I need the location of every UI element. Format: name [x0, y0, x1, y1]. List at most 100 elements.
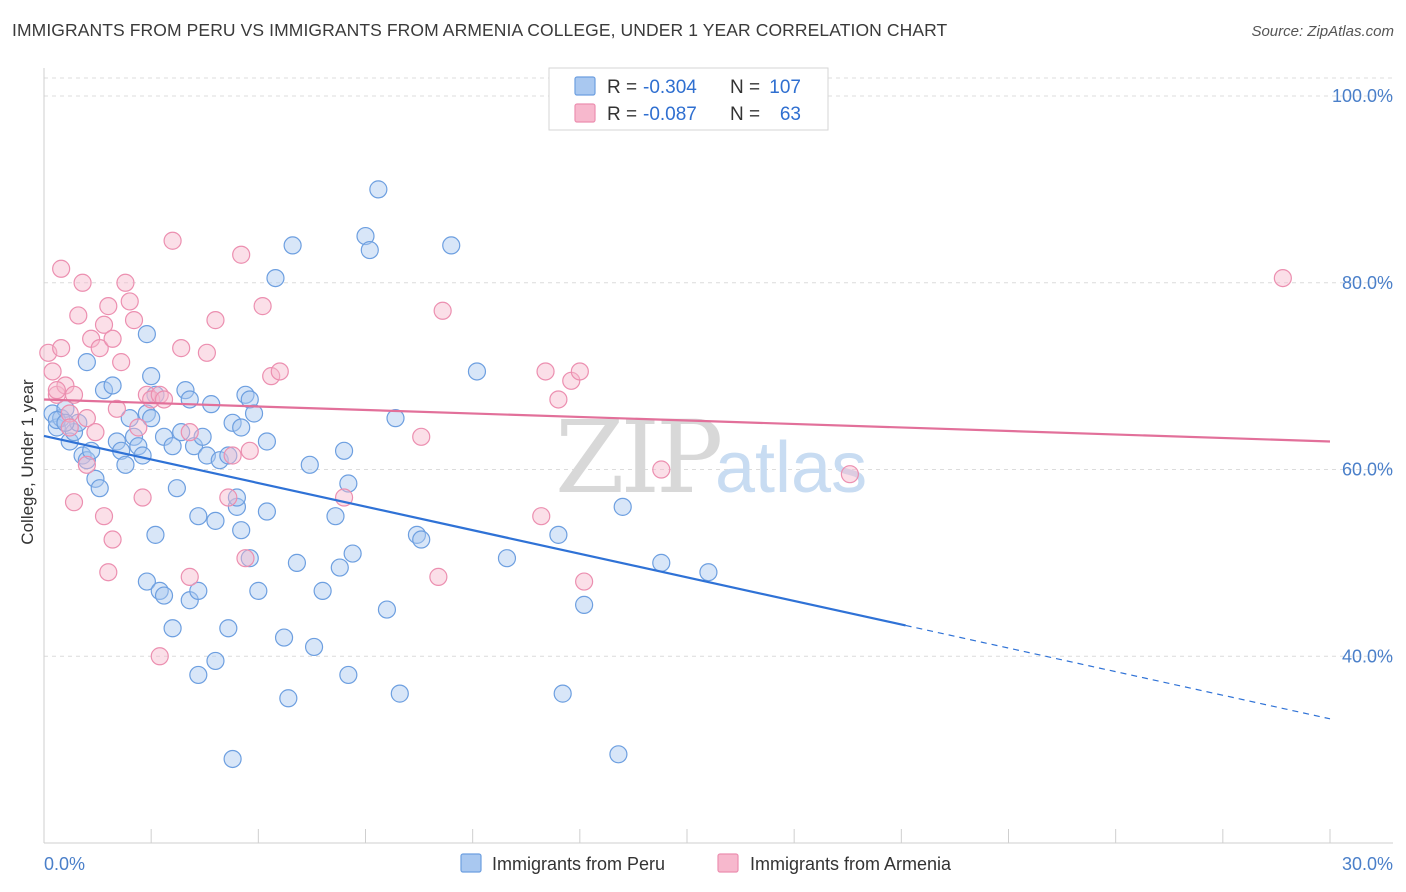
watermark: ZIP atlas: [555, 399, 867, 516]
peru-point-47: [240, 390, 259, 409]
watermark-atlas: atlas: [715, 428, 867, 508]
armenia-point-9: [73, 273, 92, 292]
peru-point-60: [206, 651, 225, 671]
y-tick-label-80: 80.0%: [1342, 273, 1393, 293]
bottom-legend-label-peru: Immigrants from Peru: [492, 854, 665, 874]
peru-point-83: [390, 684, 409, 703]
bottom-legend-swatch-armenia: [717, 853, 739, 873]
peru-point-69: [300, 455, 319, 474]
legend-r-label-armenia: R =: [607, 104, 642, 125]
peru-point-10: [77, 451, 96, 470]
armenia-point-43: [94, 507, 114, 526]
armenia-point-31: [180, 423, 199, 442]
armenia-point-55: [549, 390, 568, 409]
x-tick-label-max: 30.0%: [1342, 854, 1393, 874]
armenia-point-18: [107, 399, 126, 418]
chart-source: Source: ZipAtlas.com: [1251, 23, 1394, 40]
armenia-point-46: [150, 647, 169, 666]
peru-point-55: [154, 586, 174, 605]
peru-point-27: [142, 367, 161, 386]
armenia-point-38: [253, 297, 272, 316]
peru-point-12: [86, 469, 105, 488]
peru-point-72: [326, 507, 345, 526]
y-tick-label-40: 40.0%: [1342, 646, 1393, 666]
legend-swatch-peru: [574, 76, 596, 96]
legend-n-label-peru: N =: [730, 77, 765, 98]
armenia-point-51: [429, 567, 448, 586]
peru-point-40: [206, 511, 225, 530]
armenia-point-40: [270, 362, 289, 381]
peru-point-90: [553, 684, 572, 703]
trend-line-armenia: [43, 398, 1331, 443]
armenia-point-41: [64, 493, 84, 512]
y-tick-label-100: 100.0%: [1332, 86, 1393, 106]
peru-point-30: [163, 437, 182, 456]
armenia-point-24: [133, 488, 152, 507]
peru-point-95: [699, 563, 718, 582]
peru-point-68: [287, 553, 307, 572]
armenia-point-5: [60, 404, 79, 423]
armenia-point-59: [652, 460, 671, 479]
peru-point-85: [412, 530, 431, 549]
armenia-point-47: [180, 567, 199, 586]
armenia-point-8: [69, 306, 88, 325]
peru-point-64: [249, 581, 268, 600]
chart-title: IMMIGRANTS FROM PERU VS IMMIGRANTS FROM …: [12, 20, 948, 40]
peru-point-70: [304, 637, 324, 657]
armenia-point-50: [412, 427, 431, 446]
peru-point-21: [124, 427, 144, 446]
armenia-point-42: [77, 455, 96, 474]
peru-point-26: [137, 325, 156, 344]
legend-r-value-armenia: -0.087: [643, 104, 697, 125]
armenia-point-61: [1273, 268, 1292, 288]
peru-point-65: [257, 502, 277, 521]
armenia-point-6: [64, 385, 84, 404]
peru-point-63: [240, 549, 259, 568]
armenia-point-15: [94, 315, 114, 334]
peru-point-48: [244, 404, 264, 423]
armenia-point-45: [99, 563, 118, 582]
peru-point-43: [223, 413, 242, 432]
armenia-point-23: [129, 418, 148, 437]
peru-point-59: [189, 665, 208, 685]
armenia-point-44: [103, 530, 122, 549]
armenia-point-22: [124, 311, 144, 330]
peru-point-66: [274, 628, 294, 647]
armenia-point-62: [47, 381, 66, 400]
trend-lines: [43, 398, 1331, 720]
armenia-point-14: [90, 339, 109, 358]
armenia-point-28: [154, 390, 174, 409]
armenia-point-54: [536, 362, 555, 381]
armenia-point-39: [262, 367, 281, 386]
axes: [43, 68, 1393, 844]
x-ticks: [43, 829, 1331, 843]
armenia-point-48: [236, 549, 255, 568]
legend-n-value-armenia: 63: [780, 104, 801, 125]
trend-line-peru: [43, 434, 906, 627]
armenia-point-20: [116, 273, 135, 292]
peru-point-25: [142, 409, 161, 428]
peru-point-94: [652, 553, 671, 572]
series-armenia-points: [39, 231, 1292, 666]
trend-line-peru-extension: [905, 624, 1331, 720]
peru-point-1: [47, 418, 66, 437]
peru-point-91: [575, 595, 594, 614]
peru-point-45: [232, 418, 251, 437]
peru-point-77: [339, 665, 358, 685]
peru-point-81: [377, 600, 397, 619]
armenia-point-30: [172, 339, 191, 358]
armenia-point-1: [43, 362, 62, 381]
top-legend: R = -0.304 N = 107 R = -0.087 N = 63: [548, 67, 829, 131]
peru-point-36: [189, 507, 208, 526]
legend-r-value-peru: -0.304: [643, 77, 697, 98]
y-tick-label-60: 60.0%: [1342, 460, 1393, 480]
armenia-point-57: [570, 362, 589, 381]
peru-point-15: [77, 353, 96, 372]
armenia-point-37: [240, 441, 259, 460]
armenia-point-10: [60, 418, 79, 437]
peru-point-79: [360, 240, 379, 260]
armenia-point-60: [840, 465, 859, 484]
peru-point-50: [266, 268, 285, 288]
peru-point-71: [313, 581, 332, 600]
